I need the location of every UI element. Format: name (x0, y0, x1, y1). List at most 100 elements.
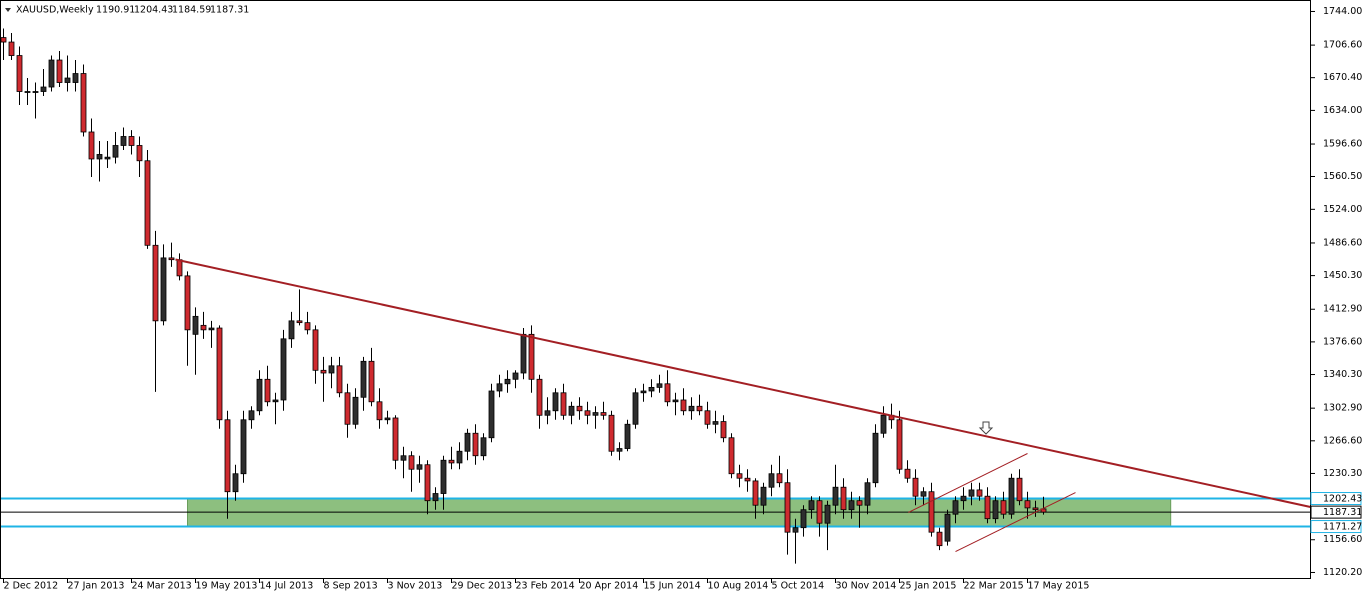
zone-level-label-box (1310, 520, 1362, 534)
candle-body (208, 327, 215, 331)
y-tick-label: 1634.00 (1323, 105, 1362, 116)
candle-body (176, 259, 183, 277)
candle-body (488, 390, 495, 439)
candle-body (136, 145, 143, 162)
candle-body (88, 131, 95, 160)
candle-body (784, 482, 791, 533)
candle-body (224, 419, 231, 493)
header-close: 1187.31 (210, 5, 249, 16)
candle-body (512, 372, 519, 380)
candle-body (896, 419, 903, 470)
candle-body (272, 399, 279, 403)
y-tick-label: 1524.00 (1323, 204, 1362, 215)
candle-body (440, 459, 447, 494)
candle-body (528, 333, 535, 380)
chart-title: XAUUSD,Weekly (16, 5, 94, 16)
candle-body (248, 410, 255, 421)
candle-body (32, 91, 39, 93)
candle-body (416, 464, 423, 470)
x-tick-label: 29 Dec 2013 (452, 581, 513, 592)
candle-body (408, 455, 415, 470)
candle-body (960, 495, 967, 502)
x-tick-label: 20 Apr 2014 (580, 581, 639, 592)
candle-body (72, 73, 79, 83)
trend-line (955, 492, 1076, 552)
y-tick-label: 1670.40 (1323, 72, 1362, 83)
y-tick-label: 1302.90 (1323, 403, 1362, 414)
candle-body (656, 383, 663, 388)
x-tick-label: 5 Oct 2014 (772, 581, 825, 592)
candle-body (16, 55, 23, 92)
x-tick-label: 23 Feb 2014 (516, 581, 575, 592)
candle-body (24, 91, 31, 93)
candle-body (728, 437, 735, 475)
candle-body (776, 473, 783, 484)
candle-body (664, 383, 671, 403)
candle-body (928, 491, 935, 533)
candle-body (1016, 477, 1023, 502)
candle-body (168, 257, 175, 261)
candle-body (984, 495, 991, 520)
candle-body (96, 154, 103, 160)
candle-body (696, 405, 703, 412)
candle-body (312, 329, 319, 371)
arrow-marker (978, 421, 994, 435)
candle-body (608, 414, 615, 452)
y-tick-label: 1120.20 (1323, 567, 1362, 578)
candle-body (192, 315, 199, 335)
candle-body (872, 432, 879, 484)
candle-body (336, 365, 343, 394)
candle-body (760, 486, 767, 506)
x-tick-label: 10 Aug 2014 (708, 581, 769, 592)
candle-body (360, 360, 367, 398)
candle-body (904, 468, 911, 479)
candle-body (952, 500, 959, 515)
candle-body (936, 531, 943, 547)
candle-body (848, 500, 855, 511)
candle-body (832, 486, 839, 506)
candle-body (344, 392, 351, 425)
candle-body (128, 136, 135, 146)
candle-body (616, 448, 623, 452)
candle-body (56, 59, 63, 83)
candle-body (640, 390, 647, 394)
menu-triangle[interactable] (5, 8, 11, 12)
candle-body (800, 509, 807, 529)
candle-body (256, 378, 263, 412)
candle-body (592, 412, 599, 416)
trend-line (908, 453, 1028, 513)
candle-body (80, 73, 87, 133)
candle-body (944, 513, 951, 542)
y-tick-label: 1706.60 (1323, 40, 1362, 51)
candle-body (264, 378, 271, 403)
candle-body (680, 399, 687, 412)
y-tick-label: 1744.00 (1323, 6, 1362, 17)
candle-body (64, 77, 71, 83)
y-tick-label: 1156.60 (1323, 534, 1362, 545)
x-tick-label: 15 Jun 2014 (644, 581, 701, 592)
x-tick-label: 3 Nov 2013 (388, 581, 443, 592)
zone-level-label: 1202.43 (1323, 494, 1362, 505)
candle-body (320, 369, 327, 374)
candle-body (0, 37, 7, 43)
candle-body (120, 136, 127, 146)
y-tick-label: 1376.60 (1323, 336, 1362, 347)
candle-body (456, 450, 463, 464)
candle-body (648, 386, 655, 392)
candle-body (200, 324, 207, 331)
candle-body (48, 59, 55, 88)
trend-line (175, 258, 1311, 508)
x-tick-label: 27 Jan 2013 (68, 581, 125, 592)
last-price-label: 1187.31 (1323, 507, 1362, 518)
candle-body (720, 421, 727, 439)
plot-frame (0, 0, 1311, 579)
y-tick-label: 1412.90 (1323, 304, 1362, 315)
candle-body (584, 410, 591, 416)
candle-body (328, 365, 335, 374)
candle-body (144, 160, 151, 246)
zone-level-label-box (1310, 492, 1362, 506)
x-tick-label: 17 May 2015 (1028, 581, 1090, 592)
candle-body (808, 500, 815, 511)
candle-body (112, 145, 119, 158)
candle-body (560, 392, 567, 416)
